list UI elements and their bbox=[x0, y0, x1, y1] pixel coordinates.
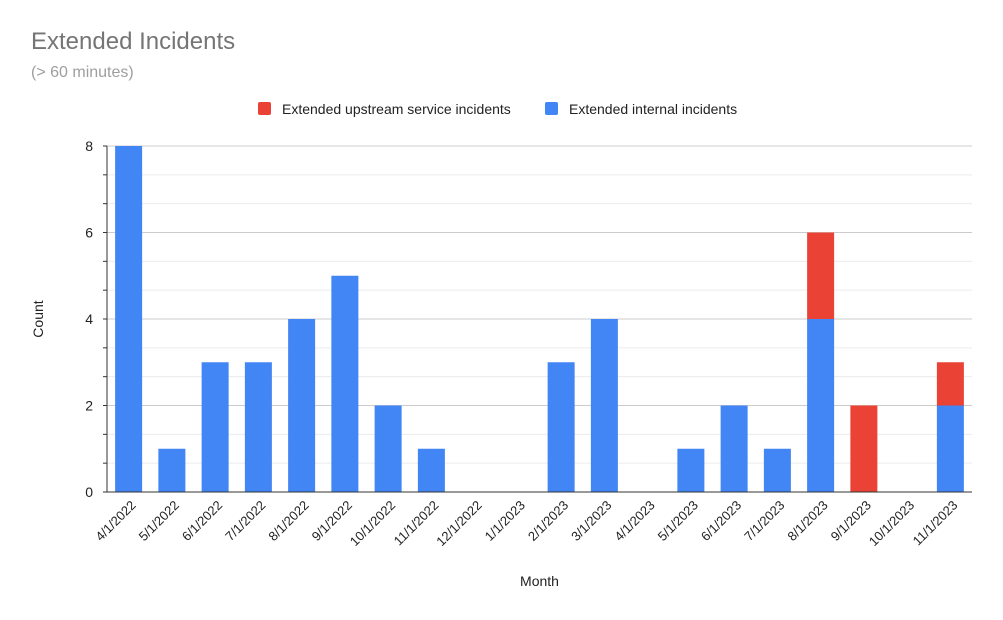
bar-internal bbox=[547, 362, 575, 492]
x-tick-label: 1/1/2023 bbox=[482, 498, 528, 544]
y-tick-label: 2 bbox=[85, 398, 93, 414]
legend-label: Extended upstream service incidents bbox=[282, 101, 511, 117]
bar-internal bbox=[936, 405, 964, 492]
x-tick-label: 12/1/2022 bbox=[433, 498, 485, 550]
bar-internal bbox=[201, 362, 229, 492]
x-tick-label: 7/1/2022 bbox=[222, 498, 268, 544]
x-tick-label: 10/1/2022 bbox=[347, 498, 399, 550]
x-tick-label: 8/1/2022 bbox=[265, 498, 311, 544]
y-axis-title: Count bbox=[30, 300, 46, 337]
bar-internal bbox=[417, 448, 445, 492]
chart-subtitle: (> 60 minutes) bbox=[31, 64, 134, 81]
x-tick-label: 10/1/2023 bbox=[866, 498, 918, 550]
bar-internal bbox=[288, 319, 316, 492]
bar-internal bbox=[763, 448, 791, 492]
x-tick-label: 8/1/2023 bbox=[784, 498, 830, 544]
x-tick-label: 4/1/2022 bbox=[92, 498, 138, 544]
bar-upstream bbox=[936, 362, 964, 406]
x-axis-title: Month bbox=[520, 573, 559, 589]
legend-label: Extended internal incidents bbox=[569, 101, 737, 117]
x-tick-label: 5/1/2022 bbox=[136, 498, 182, 544]
x-tick-label: 7/1/2023 bbox=[741, 498, 787, 544]
x-tick-label: 11/1/2023 bbox=[910, 498, 961, 549]
x-tick-label: 5/1/2023 bbox=[655, 498, 701, 544]
bar-internal bbox=[720, 405, 748, 492]
legend-swatch bbox=[545, 102, 558, 115]
x-tick-label: 6/1/2022 bbox=[179, 498, 225, 544]
y-tick-label: 4 bbox=[85, 311, 93, 327]
bar-upstream bbox=[807, 232, 835, 319]
x-tick-label: 4/1/2023 bbox=[611, 498, 657, 544]
y-tick-label: 0 bbox=[85, 484, 93, 500]
x-tick-label: 2/1/2023 bbox=[525, 498, 571, 544]
bar-internal bbox=[331, 275, 359, 492]
chart-title: Extended Incidents bbox=[31, 28, 236, 55]
y-tick-label: 6 bbox=[85, 225, 93, 241]
bar-internal bbox=[374, 405, 402, 492]
bar-internal bbox=[158, 448, 186, 492]
x-tick-label: 3/1/2023 bbox=[568, 498, 614, 544]
bar-internal bbox=[115, 146, 143, 492]
bar-internal bbox=[807, 319, 835, 492]
bar-internal bbox=[677, 448, 705, 492]
bar-internal bbox=[590, 319, 618, 492]
x-tick-label: 11/1/2022 bbox=[391, 498, 442, 549]
x-tick-label: 6/1/2023 bbox=[698, 498, 744, 544]
bar-upstream bbox=[850, 405, 878, 492]
bar-internal bbox=[244, 362, 272, 492]
legend-swatch bbox=[258, 102, 271, 115]
y-tick-label: 8 bbox=[85, 138, 93, 154]
